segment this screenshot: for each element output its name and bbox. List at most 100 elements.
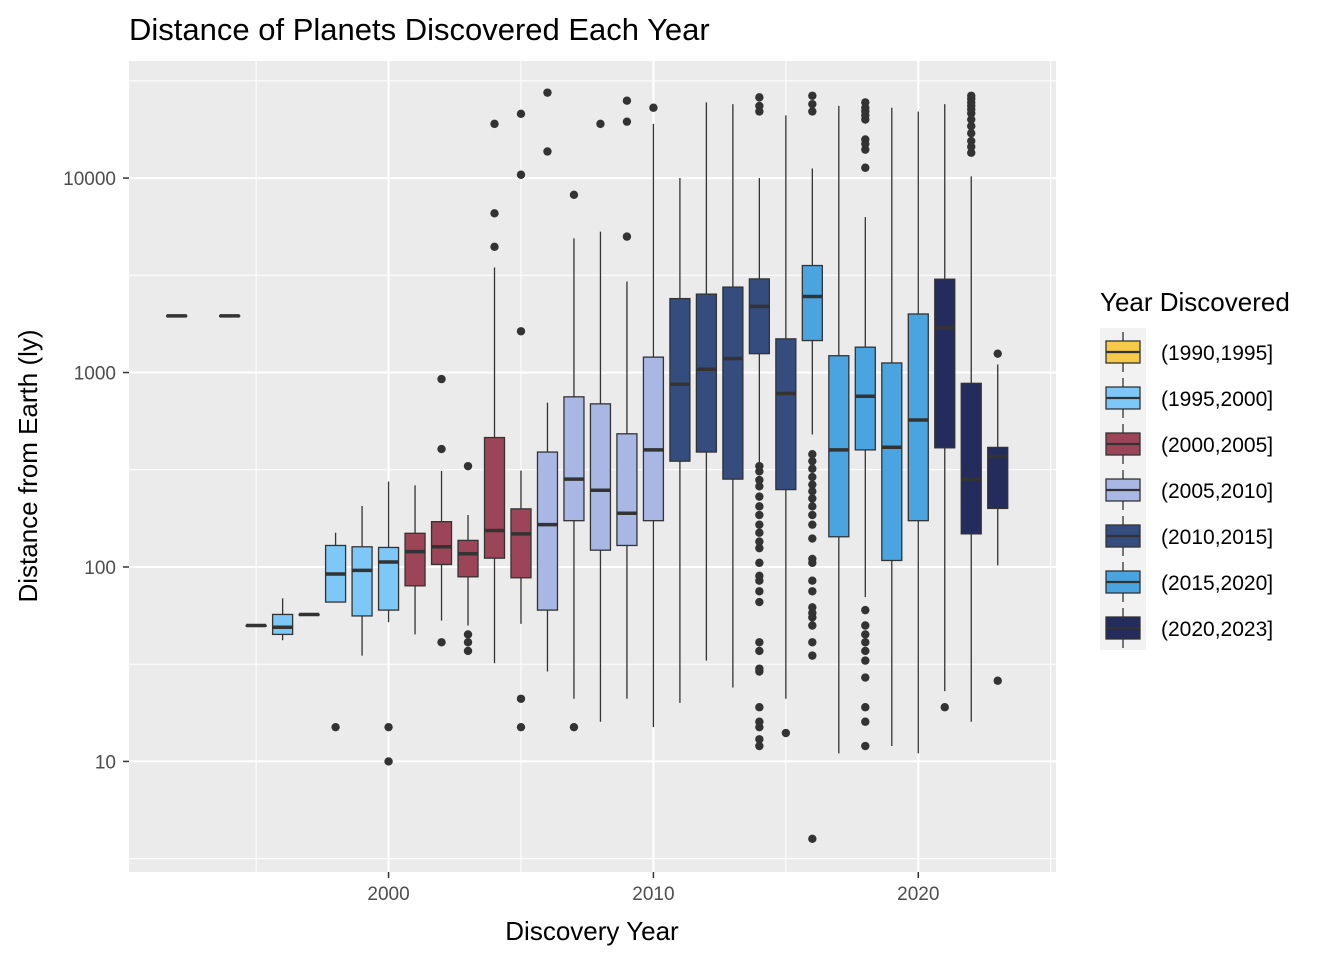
outlier-point	[861, 638, 870, 647]
box	[483, 436, 506, 559]
boxplot-2006	[536, 88, 559, 672]
y-tick-label: 100	[84, 558, 116, 579]
outlier-point	[543, 88, 552, 97]
outlier-point	[755, 510, 764, 520]
x-tick-label: 2010	[632, 884, 674, 905]
legend-label: (2020,2023]	[1161, 618, 1273, 641]
box	[457, 539, 479, 578]
boxplot-2018	[854, 98, 876, 751]
boxplot-2015	[775, 115, 797, 738]
outlier-point	[437, 444, 446, 454]
outlier-point	[622, 96, 632, 105]
outlier-point	[516, 722, 526, 732]
outlier-point	[463, 630, 473, 639]
box	[616, 433, 638, 547]
boxplot-2016	[801, 91, 823, 844]
outlier-point	[596, 119, 605, 129]
outlier-point	[808, 520, 817, 529]
outlier-point	[993, 349, 1002, 358]
outlier-point	[755, 502, 764, 511]
outlier-point	[808, 554, 817, 564]
outlier-point	[861, 98, 870, 107]
outlier-point	[437, 638, 446, 647]
box	[881, 362, 903, 562]
outlier-point	[331, 722, 340, 732]
outlier-point	[622, 232, 632, 241]
outlier-point	[967, 91, 976, 100]
outlier-point	[755, 571, 764, 581]
outlier-point	[808, 638, 817, 647]
outlier-point	[755, 482, 764, 491]
legend-label: (1995,2000]	[1161, 388, 1273, 411]
outlier-point	[384, 722, 393, 732]
outlier-point	[649, 103, 658, 112]
boxplot-2008	[589, 119, 612, 722]
box	[748, 278, 771, 355]
box	[960, 382, 982, 535]
outlier-point	[808, 464, 817, 473]
box	[695, 293, 718, 453]
outlier-point	[516, 694, 526, 703]
outlier-point	[437, 374, 446, 384]
legend-label: (2015,2020]	[1161, 572, 1273, 595]
outlier-point	[755, 597, 764, 607]
boxplot-2007	[563, 190, 585, 732]
box	[669, 297, 691, 462]
x-axis-title: Discovery Year	[505, 916, 679, 946]
outlier-point	[861, 646, 870, 656]
legend-entry: (2005,2010]	[1105, 470, 1273, 510]
boxplot-2002	[430, 374, 453, 647]
boxplot-1996	[271, 598, 294, 641]
boxplot-2012	[695, 102, 718, 661]
outlier-point	[808, 603, 817, 612]
boxplot-1995	[245, 623, 267, 628]
legend-title: Year Discovered	[1100, 287, 1290, 317]
outlier-point	[463, 646, 473, 656]
boxplot-2017	[828, 105, 850, 754]
box	[642, 356, 665, 522]
outlier-point	[463, 638, 473, 647]
boxplot-2003	[457, 461, 479, 656]
outlier-point	[755, 703, 764, 712]
legend-entry: (2015,2020]	[1105, 562, 1273, 602]
outlier-point	[808, 510, 817, 520]
outlier-point	[861, 145, 870, 154]
outlier-point	[967, 129, 976, 138]
outlier-point	[490, 242, 499, 252]
outlier-point	[755, 646, 764, 656]
y-tick-label: 10000	[63, 169, 116, 190]
legend-label: (2010,2015]	[1161, 526, 1273, 549]
legend-label: (2000,2005]	[1161, 434, 1273, 457]
outlier-point	[755, 717, 764, 726]
outlier-point	[543, 147, 552, 156]
boxplot-1997	[298, 612, 320, 617]
outlier-point	[755, 543, 764, 553]
outlier-point	[861, 703, 870, 712]
outlier-point	[808, 99, 817, 109]
boxplot-1992	[166, 314, 188, 318]
box	[907, 313, 929, 522]
box	[828, 355, 850, 538]
outlier-point	[755, 664, 764, 673]
outlier-point	[808, 534, 817, 543]
outlier-point	[993, 676, 1002, 685]
outlier-point	[490, 119, 499, 129]
outlier-point	[755, 528, 764, 537]
outlier-point	[569, 722, 579, 732]
outlier-point	[808, 502, 817, 511]
legend-entry: (2010,2015]	[1105, 516, 1273, 556]
outlier-point	[490, 209, 499, 218]
boxplot-2011	[669, 178, 691, 703]
outlier-point	[755, 638, 764, 647]
outlier-point	[967, 121, 976, 131]
chart-title: Distance of Planets Discovered Each Year	[129, 12, 710, 47]
legend-entry: (1990,1995]	[1105, 332, 1273, 372]
outlier-point	[967, 115, 976, 124]
outlier-point	[463, 461, 473, 471]
legend-entry: (2020,2023]	[1105, 608, 1273, 648]
outlier-point	[861, 630, 870, 639]
box	[377, 546, 400, 611]
outlier-point	[967, 148, 976, 157]
box	[854, 346, 876, 451]
